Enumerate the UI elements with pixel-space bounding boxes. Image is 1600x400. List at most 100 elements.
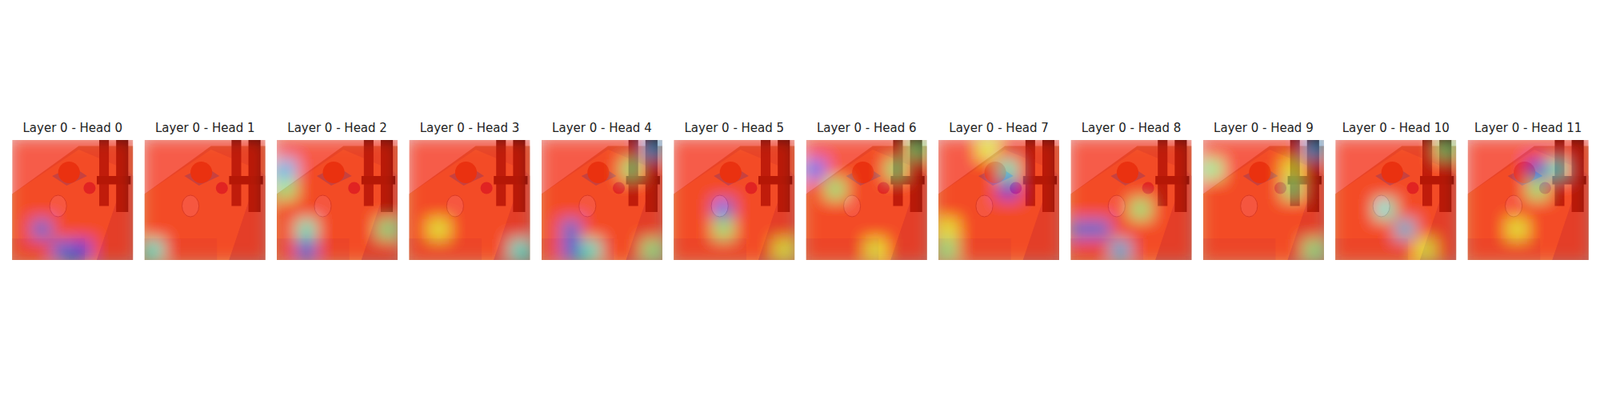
heat-cell [12,159,33,181]
heat-cell [376,179,398,201]
heat-cell [1303,140,1324,161]
heat-cell [1354,199,1376,221]
heat-cell [845,199,868,221]
heat-cell [825,219,848,241]
scene-image [806,140,928,260]
heat-cell [1487,239,1509,260]
heat-cell [1170,140,1192,161]
heat-cell [1303,159,1324,181]
heat-cell [773,199,795,221]
heat-cell [224,159,246,181]
heat-cell [144,199,166,221]
heat-cell [541,239,563,260]
heat-cell [1222,239,1244,260]
heat-cell [1415,179,1437,201]
heat-cell [1568,140,1589,161]
heat-cell [12,219,33,241]
heat-cell [1262,140,1284,161]
heat-cell [1435,179,1456,201]
heat-cell [1415,159,1437,181]
heat-cell [1170,219,1192,241]
panel: Layer 0 - Head 5 [672,120,796,261]
heat-cell [733,199,756,221]
heat-cell [144,159,166,181]
heat-cell [356,159,379,181]
heat-cell [1303,239,1324,260]
heat-cell [1468,179,1489,201]
heat-cell [1435,239,1456,260]
heat-cell [1071,239,1092,260]
heat-cell [825,179,848,201]
heat-cell [1354,140,1376,161]
heat-cell [356,239,379,260]
heat-cell [1415,239,1437,260]
heat-cell [92,179,114,201]
heat-cell [448,159,471,181]
heat-cell [845,239,868,260]
heat-cell [428,219,451,241]
heat-cell [673,219,695,241]
heat-cell [1150,179,1172,201]
heat-cell [468,140,491,161]
heat-overlay [1071,140,1192,260]
heat-cell [541,219,563,241]
heat-cell [641,199,663,221]
heat-cell [865,239,888,260]
heat-cell [600,219,623,241]
heat-cell [244,219,266,241]
heat-cell [1283,159,1305,181]
heat-cell [1303,219,1324,241]
heat-cell [1071,219,1092,241]
heat-cell [1547,239,1569,260]
heat-cell [448,179,471,201]
heat-cell [1468,219,1489,241]
heat-cell [1568,219,1589,241]
heat-cell [92,199,114,221]
heat-cell [1395,179,1417,201]
heat-cell [376,239,398,260]
heat-cell [204,140,226,161]
heat-cell [1242,199,1264,221]
heat-cell [1507,140,1529,161]
heat-overlay [276,140,398,260]
heat-cell [541,159,563,181]
heat-cell [1395,219,1417,241]
heat-cell [560,179,583,201]
heat-cell [977,239,1000,260]
heat-cell [753,219,776,241]
scene-image [1071,140,1192,260]
heat-cell [1262,219,1284,241]
heat-cell [1150,140,1172,161]
heat-cell [753,140,776,161]
heat-cell [1203,219,1224,241]
heat-cell [276,179,298,201]
heat-cell [580,140,603,161]
heat-cell [1547,219,1569,241]
heat-cell [1222,159,1244,181]
heat-cell [1487,199,1509,221]
heat-cell [1071,159,1092,181]
heat-cell [1547,199,1569,221]
heat-cell [906,239,928,260]
heat-cell [92,239,114,260]
heat-cell [1262,159,1284,181]
heat-cell [1110,140,1132,161]
heat-cell [1375,199,1397,221]
heat-cell [296,179,318,201]
heat-cell [1354,219,1376,241]
heat-cell [244,199,266,221]
heat-cell [1038,179,1060,201]
heat-cell [1090,199,1112,221]
heat-cell [12,239,33,260]
heat-cell [296,239,318,260]
heat-overlay [1203,140,1324,260]
heat-cell [336,159,359,181]
heat-cell [1375,219,1397,241]
heat-cell [1354,239,1376,260]
panel-title: Layer 0 - Head 3 [420,120,520,136]
heat-overlay [144,140,266,260]
heat-cell [885,140,908,161]
panel-title: Layer 0 - Head 4 [552,120,652,136]
panel: Layer 0 - Head 8 [1070,120,1193,261]
heat-cell [376,159,398,181]
